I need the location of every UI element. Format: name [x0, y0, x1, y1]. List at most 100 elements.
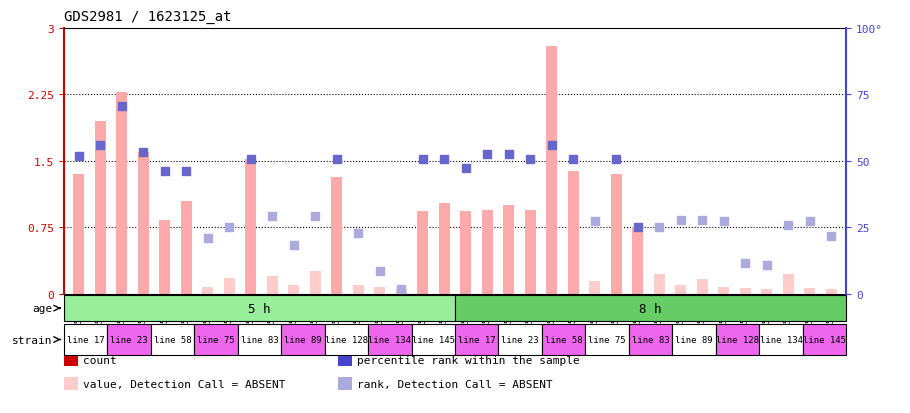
Bar [353, 285, 364, 294]
Point [459, 165, 473, 172]
Bar [202, 287, 213, 294]
Point [781, 222, 795, 228]
Bar [331, 177, 342, 294]
FancyBboxPatch shape [107, 325, 151, 355]
FancyBboxPatch shape [194, 325, 238, 355]
Text: 8 h: 8 h [640, 302, 662, 315]
Point [631, 224, 645, 231]
FancyBboxPatch shape [64, 295, 455, 321]
Text: line 134: line 134 [369, 335, 411, 344]
Text: line 83: line 83 [632, 335, 670, 344]
Bar [697, 279, 708, 294]
Point [200, 235, 215, 242]
Bar [338, 353, 351, 366]
Text: line 145: line 145 [803, 335, 846, 344]
Bar [159, 221, 170, 294]
Point [738, 260, 753, 266]
Bar [310, 272, 320, 294]
FancyBboxPatch shape [411, 325, 455, 355]
Point [329, 157, 344, 163]
Text: strain: strain [13, 335, 53, 345]
Bar [338, 377, 351, 390]
Point [437, 157, 451, 163]
Point [72, 154, 86, 160]
Bar [482, 210, 492, 294]
Bar [762, 290, 772, 294]
FancyBboxPatch shape [759, 325, 803, 355]
Point [716, 218, 731, 225]
FancyBboxPatch shape [803, 325, 846, 355]
Bar [783, 275, 794, 294]
Point [480, 151, 494, 158]
FancyBboxPatch shape [281, 325, 325, 355]
Point [351, 230, 366, 237]
Bar [267, 276, 278, 294]
Text: line 145: line 145 [411, 335, 455, 344]
FancyBboxPatch shape [368, 325, 411, 355]
Point [394, 286, 409, 293]
Text: rank, Detection Call = ABSENT: rank, Detection Call = ABSENT [357, 380, 553, 389]
Point [609, 157, 623, 163]
Point [501, 151, 516, 158]
Point [265, 213, 279, 219]
Bar [181, 201, 192, 294]
Text: line 23: line 23 [110, 335, 147, 344]
Bar [546, 47, 557, 294]
Text: GDS2981 / 1623125_at: GDS2981 / 1623125_at [64, 10, 231, 24]
Point [222, 224, 237, 231]
FancyBboxPatch shape [716, 325, 759, 355]
FancyBboxPatch shape [629, 325, 672, 355]
Bar [439, 204, 450, 294]
Point [157, 169, 172, 175]
Bar [611, 175, 622, 294]
Point [566, 157, 581, 163]
Bar [503, 206, 514, 294]
Point [308, 213, 322, 219]
Point [803, 218, 817, 225]
FancyBboxPatch shape [585, 325, 629, 355]
Point [544, 142, 559, 149]
Point [824, 233, 838, 240]
Point [93, 142, 107, 149]
Point [523, 157, 538, 163]
Point [416, 157, 430, 163]
Text: line 83: line 83 [240, 335, 278, 344]
Bar [740, 289, 751, 294]
Bar [374, 287, 385, 294]
FancyBboxPatch shape [64, 325, 107, 355]
Bar [116, 93, 127, 294]
Point [287, 242, 301, 249]
FancyBboxPatch shape [238, 325, 281, 355]
Bar [224, 278, 235, 294]
Bar [718, 287, 729, 294]
Bar [95, 122, 106, 294]
Text: value, Detection Call = ABSENT: value, Detection Call = ABSENT [84, 380, 286, 389]
Bar [64, 377, 77, 390]
Bar [396, 290, 407, 294]
Point [136, 149, 150, 156]
Text: line 134: line 134 [760, 335, 803, 344]
Bar [460, 212, 471, 294]
Bar [804, 289, 815, 294]
Point [673, 217, 688, 224]
Point [179, 169, 194, 175]
Point [115, 103, 129, 110]
FancyBboxPatch shape [672, 325, 716, 355]
Bar [826, 290, 836, 294]
Text: line 89: line 89 [284, 335, 321, 344]
FancyBboxPatch shape [151, 325, 194, 355]
Bar [568, 172, 579, 294]
Bar [74, 175, 84, 294]
Text: line 89: line 89 [675, 335, 713, 344]
Bar [288, 285, 299, 294]
Bar [632, 228, 643, 294]
Point [760, 262, 774, 269]
Bar [246, 160, 256, 294]
FancyBboxPatch shape [542, 325, 585, 355]
Text: line 128: line 128 [325, 335, 368, 344]
FancyBboxPatch shape [325, 325, 368, 355]
Point [652, 224, 666, 231]
Bar [138, 152, 148, 294]
Text: line 58: line 58 [545, 335, 582, 344]
FancyBboxPatch shape [455, 325, 499, 355]
